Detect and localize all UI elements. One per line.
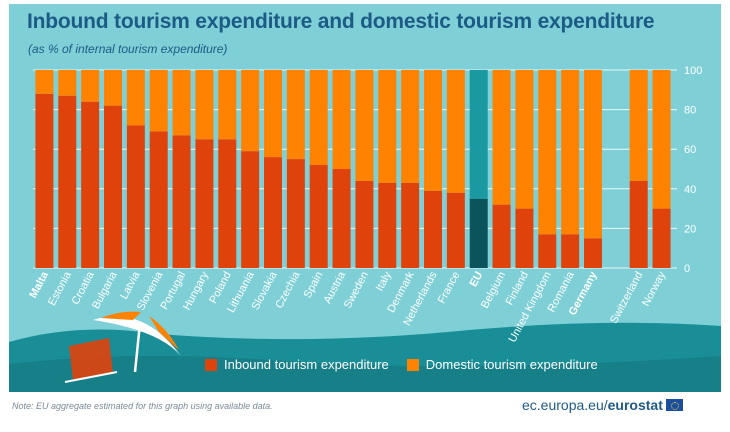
bar-domestic [172,70,191,136]
bar-inbound [401,182,420,268]
bar-inbound [355,180,374,268]
y-tick-label: 100 [684,65,702,77]
bar-domestic [492,70,511,205]
bar-domestic [332,70,351,169]
bar-inbound [538,234,557,268]
bar-domestic [538,70,557,235]
sea-wave-front-shape [9,355,721,392]
bar-inbound [104,105,122,268]
x-tick-label: Malta [27,269,51,300]
x-tick-label: EU [468,270,486,289]
bar-domestic [241,70,260,152]
bar-inbound [241,151,260,268]
y-tick-label: 60 [684,144,696,156]
legend-label-domestic: Domestic tourism expenditure [425,357,598,372]
bar-domestic [81,70,100,102]
bar-domestic [629,70,648,181]
chart-bars [35,70,671,269]
bar-inbound [424,190,442,268]
bar-inbound [172,135,191,268]
legend-label-inbound: Inbound tourism expenditure [224,357,389,372]
bar-domestic [309,70,328,166]
bar-inbound [195,139,214,268]
bar-inbound [286,159,305,268]
bar-inbound [629,180,648,268]
y-tick-label: 0 [684,263,690,275]
bar-domestic [584,70,602,239]
x-tick-label: Spain [302,270,326,300]
x-tick-label: Latvia [118,269,143,301]
bar-inbound [218,139,237,268]
beach-decoration [9,311,721,392]
umbrella-canopy-shape [93,316,181,356]
legend-item-domestic: Domestic tourism expenditure [406,357,598,372]
bar-domestic [401,70,420,183]
bar-domestic [149,70,168,132]
chart-legend: Inbound tourism expenditure Domestic tou… [205,357,616,372]
y-tick-label: 80 [684,105,696,117]
bar-domestic [58,70,77,96]
bar-domestic [264,70,282,158]
chart-title: Inbound tourism expenditure and domestic… [27,10,655,33]
bar-domestic [378,70,397,183]
bar-domestic [35,70,54,94]
bar-domestic [195,70,214,140]
bar-inbound [469,198,488,268]
bar-inbound [309,165,328,268]
x-tick-label: Italy [374,269,394,293]
x-tick-label: France [436,270,463,306]
bar-inbound [81,101,100,269]
bar-domestic [126,70,145,126]
legend-swatch-inbound [205,358,217,371]
bar-inbound [561,234,580,268]
bar-domestic [561,70,580,235]
bar-domestic [286,70,305,160]
source-brand: eurostat [607,397,663,413]
deckchair-frame-shape [64,371,118,383]
chart-panel: Inbound tourism expenditure and domestic… [9,4,721,392]
bar-inbound [492,204,511,268]
bar-domestic [652,70,671,209]
umbrella-stripe-1-shape [101,311,141,320]
bar-inbound [35,93,54,268]
bar-domestic [515,70,534,209]
bar-inbound [58,95,77,269]
bar-domestic [446,70,465,193]
bar-domestic [424,70,442,191]
bar-inbound [378,182,397,268]
y-tick-label: 40 [684,184,696,196]
umbrella-stripe-2-shape [149,316,179,350]
x-tick-label: Switzerland [608,270,645,326]
bar-inbound [584,238,602,268]
chart-footnote: Note: EU aggregate estimated for this gr… [12,401,273,411]
bar-inbound [446,192,465,268]
bar-inbound [126,125,145,268]
bar-domestic [218,70,237,140]
chart-subtitle: (as % of internal tourism expenditure) [28,42,228,56]
bar-inbound [515,208,534,268]
y-tick-label: 20 [684,223,696,235]
y-axis-ticks: 0 20 40 60 80 100 [684,65,702,275]
legend-swatch-domestic [406,358,419,371]
bar-inbound [264,157,282,268]
bar-inbound [149,131,168,268]
bar-domestic [104,70,122,106]
source-link[interactable]: ec.europa.eu/eurostat [522,397,683,413]
eu-flag-icon [665,399,683,411]
bar-inbound [652,208,671,268]
bar-domestic [469,70,488,199]
legend-item-inbound: Inbound tourism expenditure [205,357,389,372]
umbrella-pole-shape [133,322,142,373]
deckchair-shape [69,338,113,380]
bar-inbound [332,169,351,268]
source-prefix: ec.europa.eu/ [522,397,608,413]
bar-domestic [355,70,374,181]
